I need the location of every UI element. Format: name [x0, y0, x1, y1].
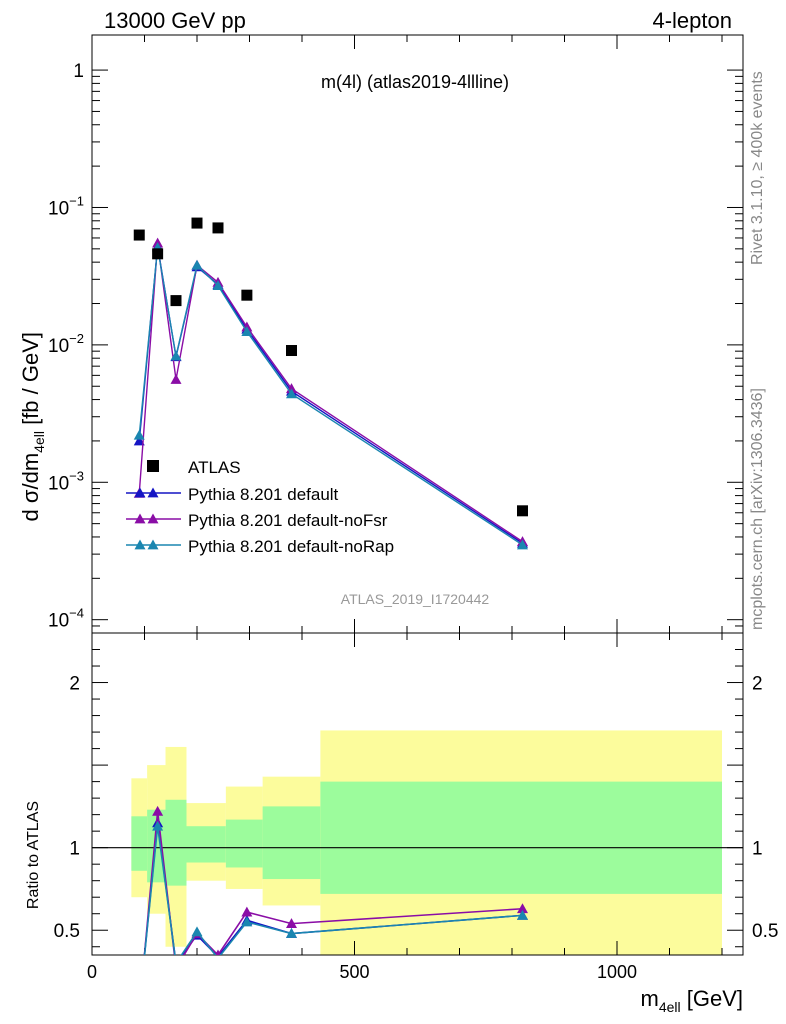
main-data-layer — [133, 217, 528, 550]
rivet-version-label: Rivet 3.1.10, ≥ 400k events — [749, 71, 766, 265]
ratio-series-group — [143, 805, 528, 955]
ratio-band-inner — [186, 826, 208, 863]
atlas-data-point — [212, 222, 224, 234]
series-line-3 — [138, 247, 523, 546]
y-tick-exponent: −4 — [69, 606, 84, 621]
header-left-label: 13000 GeV pp — [104, 8, 246, 33]
series-point-3 — [191, 259, 203, 270]
x-tick-label: 500 — [339, 962, 369, 982]
atlas-data-point — [133, 229, 145, 241]
header-right-label: 4-lepton — [652, 8, 732, 33]
mcplots-label: mcplots.cern.ch [arXiv:1306.3436] — [749, 388, 766, 630]
plot-title: m(4l) (atlas2019-4llline) — [321, 72, 509, 92]
series-point-3 — [212, 280, 224, 291]
ratio-bands — [131, 730, 722, 955]
ratio-band-inner — [165, 799, 187, 886]
y-tick-exponent: −1 — [69, 193, 84, 208]
y-tick-label: 10−3 — [48, 468, 84, 494]
y-tick-label: 10−2 — [48, 331, 84, 357]
ratio-band-inner — [207, 826, 226, 863]
y-tick-base: 10 — [48, 473, 69, 494]
ratio-tick-label-right: 2 — [752, 674, 763, 695]
x-axis-title: m4ell [GeV] — [641, 986, 743, 1015]
analysis-watermark: ATLAS_2019_I1720442 — [341, 591, 490, 607]
y-tick-label: 10−4 — [48, 606, 84, 632]
series-point-3 — [170, 350, 182, 361]
legend-marker-1 — [147, 487, 159, 498]
legend-label-3: Pythia 8.201 default-noRap — [188, 537, 394, 556]
x-tick-label: 1000 — [597, 962, 637, 982]
series-point-2 — [170, 373, 182, 384]
ratio-tick-label-left: 1 — [69, 839, 80, 860]
y-tick-exponent: −3 — [69, 468, 84, 483]
atlas-data-point — [517, 505, 528, 517]
atlas-data-point — [152, 248, 164, 260]
y-tick-base: 10 — [48, 336, 69, 357]
atlas-data-point — [191, 217, 203, 229]
ratio-panel: 0 500 1000 0.5 0.5 1 1 2 2 — [54, 632, 778, 982]
ratio-tick-label-left: 0.5 — [54, 921, 80, 942]
legend-marker-3 — [147, 539, 159, 550]
legend: ATLAS Pythia 8.201 default Pythia 8.201 de… — [126, 458, 394, 556]
ratio-point-2 — [214, 949, 222, 955]
atlas-data-point — [241, 289, 253, 301]
legend-marker-atlas — [147, 460, 159, 472]
legend-label-1: Pythia 8.201 default — [188, 485, 339, 504]
y-tick-base: 10 — [48, 198, 69, 219]
ratio-point-3 — [241, 916, 253, 927]
ratio-frame — [91, 632, 744, 956]
series-point-3 — [241, 326, 253, 336]
y-tick-label: 10−1 — [48, 193, 84, 219]
ratio-y-axis-title: Ratio to ATLAS — [25, 801, 42, 909]
ratio-point-2 — [241, 906, 253, 917]
ratio-band-inner — [262, 806, 321, 880]
atlas-data-point — [170, 295, 182, 307]
legend-marker-2 — [147, 513, 159, 524]
ratio-point-2 — [152, 805, 164, 816]
ratio-point-2 — [517, 903, 528, 914]
x-tick-label: 0 — [87, 962, 97, 982]
ratio-tick-label-right: 1 — [752, 839, 763, 860]
ratio-band-inner — [225, 819, 263, 868]
legend-label-atlas: ATLAS — [188, 458, 241, 477]
series-point-1 — [133, 435, 145, 446]
series-point-3 — [517, 539, 528, 550]
ratio-band-inner — [320, 781, 722, 894]
ratio-tick-label-right: 0.5 — [752, 921, 778, 942]
series-point-3 — [133, 429, 145, 440]
y-tick-exponent: −2 — [69, 331, 84, 346]
ratio-tick-label-left: 2 — [69, 674, 80, 695]
ratio-band-inner — [131, 816, 148, 871]
legend-marker-2 — [134, 513, 146, 524]
ratio-data-layer — [143, 805, 528, 955]
ratio-point-2 — [286, 918, 297, 929]
ratio-point-3 — [517, 909, 528, 920]
series-point-3 — [286, 388, 297, 399]
ratio-line-3 — [143, 826, 523, 955]
y-tick-label: 1 — [73, 61, 84, 82]
ratio-point-3 — [286, 928, 297, 938]
ratio-point-3 — [191, 926, 203, 937]
main-y-axis-title: d σ/dm4ell [fb / GeV] — [18, 332, 47, 521]
atlas-data-point — [286, 345, 297, 357]
ratio-point-3 — [152, 820, 164, 831]
legend-marker-1 — [134, 487, 146, 498]
y-tick-base: 1 — [73, 61, 84, 82]
y-tick-base: 10 — [48, 611, 69, 632]
legend-marker-3 — [134, 539, 146, 550]
legend-label-2: Pythia 8.201 default-noFsr — [188, 511, 388, 530]
